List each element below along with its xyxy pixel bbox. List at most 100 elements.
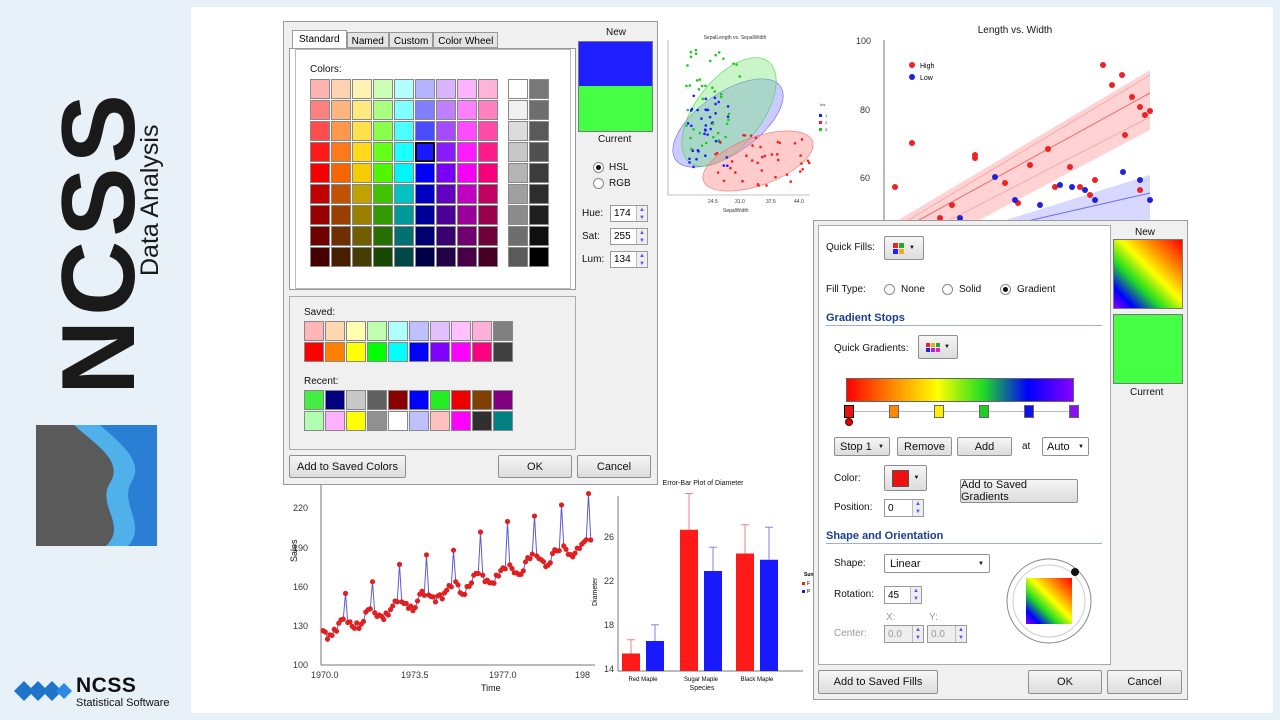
color-swatch[interactable] [331, 226, 351, 246]
color-swatch[interactable] [415, 100, 435, 120]
color-swatch[interactable] [394, 79, 414, 99]
rgb-radio[interactable] [593, 178, 604, 189]
color-swatch[interactable] [394, 163, 414, 183]
saved-color-swatch[interactable] [325, 321, 345, 341]
color-swatch[interactable] [331, 100, 351, 120]
color-swatch[interactable] [373, 100, 393, 120]
tab-standard[interactable]: Standard [292, 30, 347, 48]
recent-color-swatch[interactable] [409, 411, 429, 431]
saved-color-swatch[interactable] [409, 342, 429, 362]
color-swatch[interactable] [478, 121, 498, 141]
gray-swatch[interactable] [508, 184, 528, 204]
color-swatch[interactable] [457, 184, 477, 204]
stepper-arrows-icon[interactable]: ▲ ▼ [910, 587, 921, 603]
fill-gradient-radio[interactable] [1000, 284, 1011, 295]
saved-color-swatch[interactable] [472, 321, 492, 341]
color-swatch[interactable] [457, 142, 477, 162]
color-swatch[interactable] [436, 79, 456, 99]
color-swatch[interactable] [331, 247, 351, 267]
saved-color-swatch[interactable] [346, 342, 366, 362]
gray-swatch[interactable] [529, 163, 549, 183]
color-swatch[interactable] [415, 247, 435, 267]
gray-swatch[interactable] [529, 142, 549, 162]
stop-position-select[interactable]: Auto ▼ [1042, 437, 1089, 456]
color-swatch[interactable] [310, 121, 330, 141]
fill-ok-button[interactable]: OK [1028, 670, 1102, 694]
color-swatch[interactable] [310, 184, 330, 204]
color-swatch[interactable] [352, 163, 372, 183]
color-swatch[interactable] [394, 226, 414, 246]
recent-color-swatch[interactable] [388, 411, 408, 431]
color-swatch[interactable] [478, 184, 498, 204]
gray-swatch[interactable] [508, 79, 528, 99]
center-x-stepper[interactable]: 0.0 ▲ ▼ [884, 625, 924, 643]
color-swatch[interactable] [415, 205, 435, 225]
hsl-radio[interactable] [593, 162, 604, 173]
shape-select[interactable]: Linear ▼ [884, 554, 990, 573]
lum-stepper[interactable]: 134 ▲ ▼ [610, 251, 648, 268]
tab-named[interactable]: Named [346, 32, 389, 48]
add-to-saved-fills-button[interactable]: Add to Saved Fills [818, 670, 938, 694]
color-swatch[interactable] [436, 121, 456, 141]
color-swatch[interactable] [478, 226, 498, 246]
add-stop-button[interactable]: Add [957, 437, 1012, 456]
color-swatch[interactable] [478, 205, 498, 225]
color-swatch[interactable] [373, 184, 393, 204]
tab-custom[interactable]: Custom [388, 32, 434, 48]
color-swatch[interactable] [331, 79, 351, 99]
recent-color-swatch[interactable] [325, 411, 345, 431]
color-swatch[interactable] [394, 247, 414, 267]
ok-button[interactable]: OK [498, 455, 572, 478]
saved-color-swatch[interactable] [430, 321, 450, 341]
color-swatch[interactable] [352, 79, 372, 99]
gray-swatch[interactable] [529, 226, 549, 246]
color-swatch[interactable] [415, 184, 435, 204]
color-swatch[interactable] [436, 184, 456, 204]
recent-color-swatch[interactable] [388, 390, 408, 410]
quick-gradients-dropdown[interactable]: ▼ [918, 335, 958, 359]
gray-swatch[interactable] [529, 79, 549, 99]
recent-color-swatch[interactable] [409, 390, 429, 410]
color-swatch[interactable] [457, 163, 477, 183]
color-swatch[interactable] [331, 205, 351, 225]
color-swatch[interactable] [373, 247, 393, 267]
recent-color-swatch[interactable] [493, 411, 513, 431]
color-swatch[interactable] [478, 247, 498, 267]
color-swatch[interactable] [415, 142, 435, 162]
color-swatch[interactable] [457, 205, 477, 225]
gradient-stop-handle[interactable] [1024, 405, 1034, 418]
recent-color-swatch[interactable] [430, 411, 450, 431]
recent-color-swatch[interactable] [304, 411, 324, 431]
recent-color-swatch[interactable] [367, 390, 387, 410]
position-stepper[interactable]: 0 ▲ ▼ [884, 499, 924, 517]
stop-color-dropdown[interactable]: ▼ [884, 465, 927, 491]
color-swatch[interactable] [352, 121, 372, 141]
remove-stop-button[interactable]: Remove [897, 437, 952, 456]
gray-swatch[interactable] [508, 226, 528, 246]
stepper-arrows-icon[interactable]: ▲ ▼ [912, 500, 923, 516]
gradient-stop-handle[interactable] [1069, 405, 1079, 418]
color-swatch[interactable] [415, 79, 435, 99]
color-swatch[interactable] [457, 226, 477, 246]
gradient-stop-handle[interactable] [844, 405, 854, 418]
saved-color-swatch[interactable] [367, 342, 387, 362]
saved-color-swatch[interactable] [388, 342, 408, 362]
color-swatch[interactable] [394, 205, 414, 225]
color-swatch[interactable] [352, 100, 372, 120]
saved-color-swatch[interactable] [493, 342, 513, 362]
color-swatch[interactable] [310, 79, 330, 99]
color-swatch[interactable] [394, 184, 414, 204]
saved-color-swatch[interactable] [325, 342, 345, 362]
gray-swatch[interactable] [508, 142, 528, 162]
saved-color-swatch[interactable] [430, 342, 450, 362]
center-y-stepper[interactable]: 0.0 ▲ ▼ [927, 625, 967, 643]
gray-swatch[interactable] [508, 100, 528, 120]
color-swatch[interactable] [415, 163, 435, 183]
quick-fills-dropdown[interactable]: ▼ [884, 236, 924, 260]
color-swatch[interactable] [415, 226, 435, 246]
color-swatch[interactable] [415, 121, 435, 141]
saved-color-swatch[interactable] [388, 321, 408, 341]
recent-color-swatch[interactable] [367, 411, 387, 431]
color-swatch[interactable] [373, 205, 393, 225]
color-swatch[interactable] [331, 184, 351, 204]
